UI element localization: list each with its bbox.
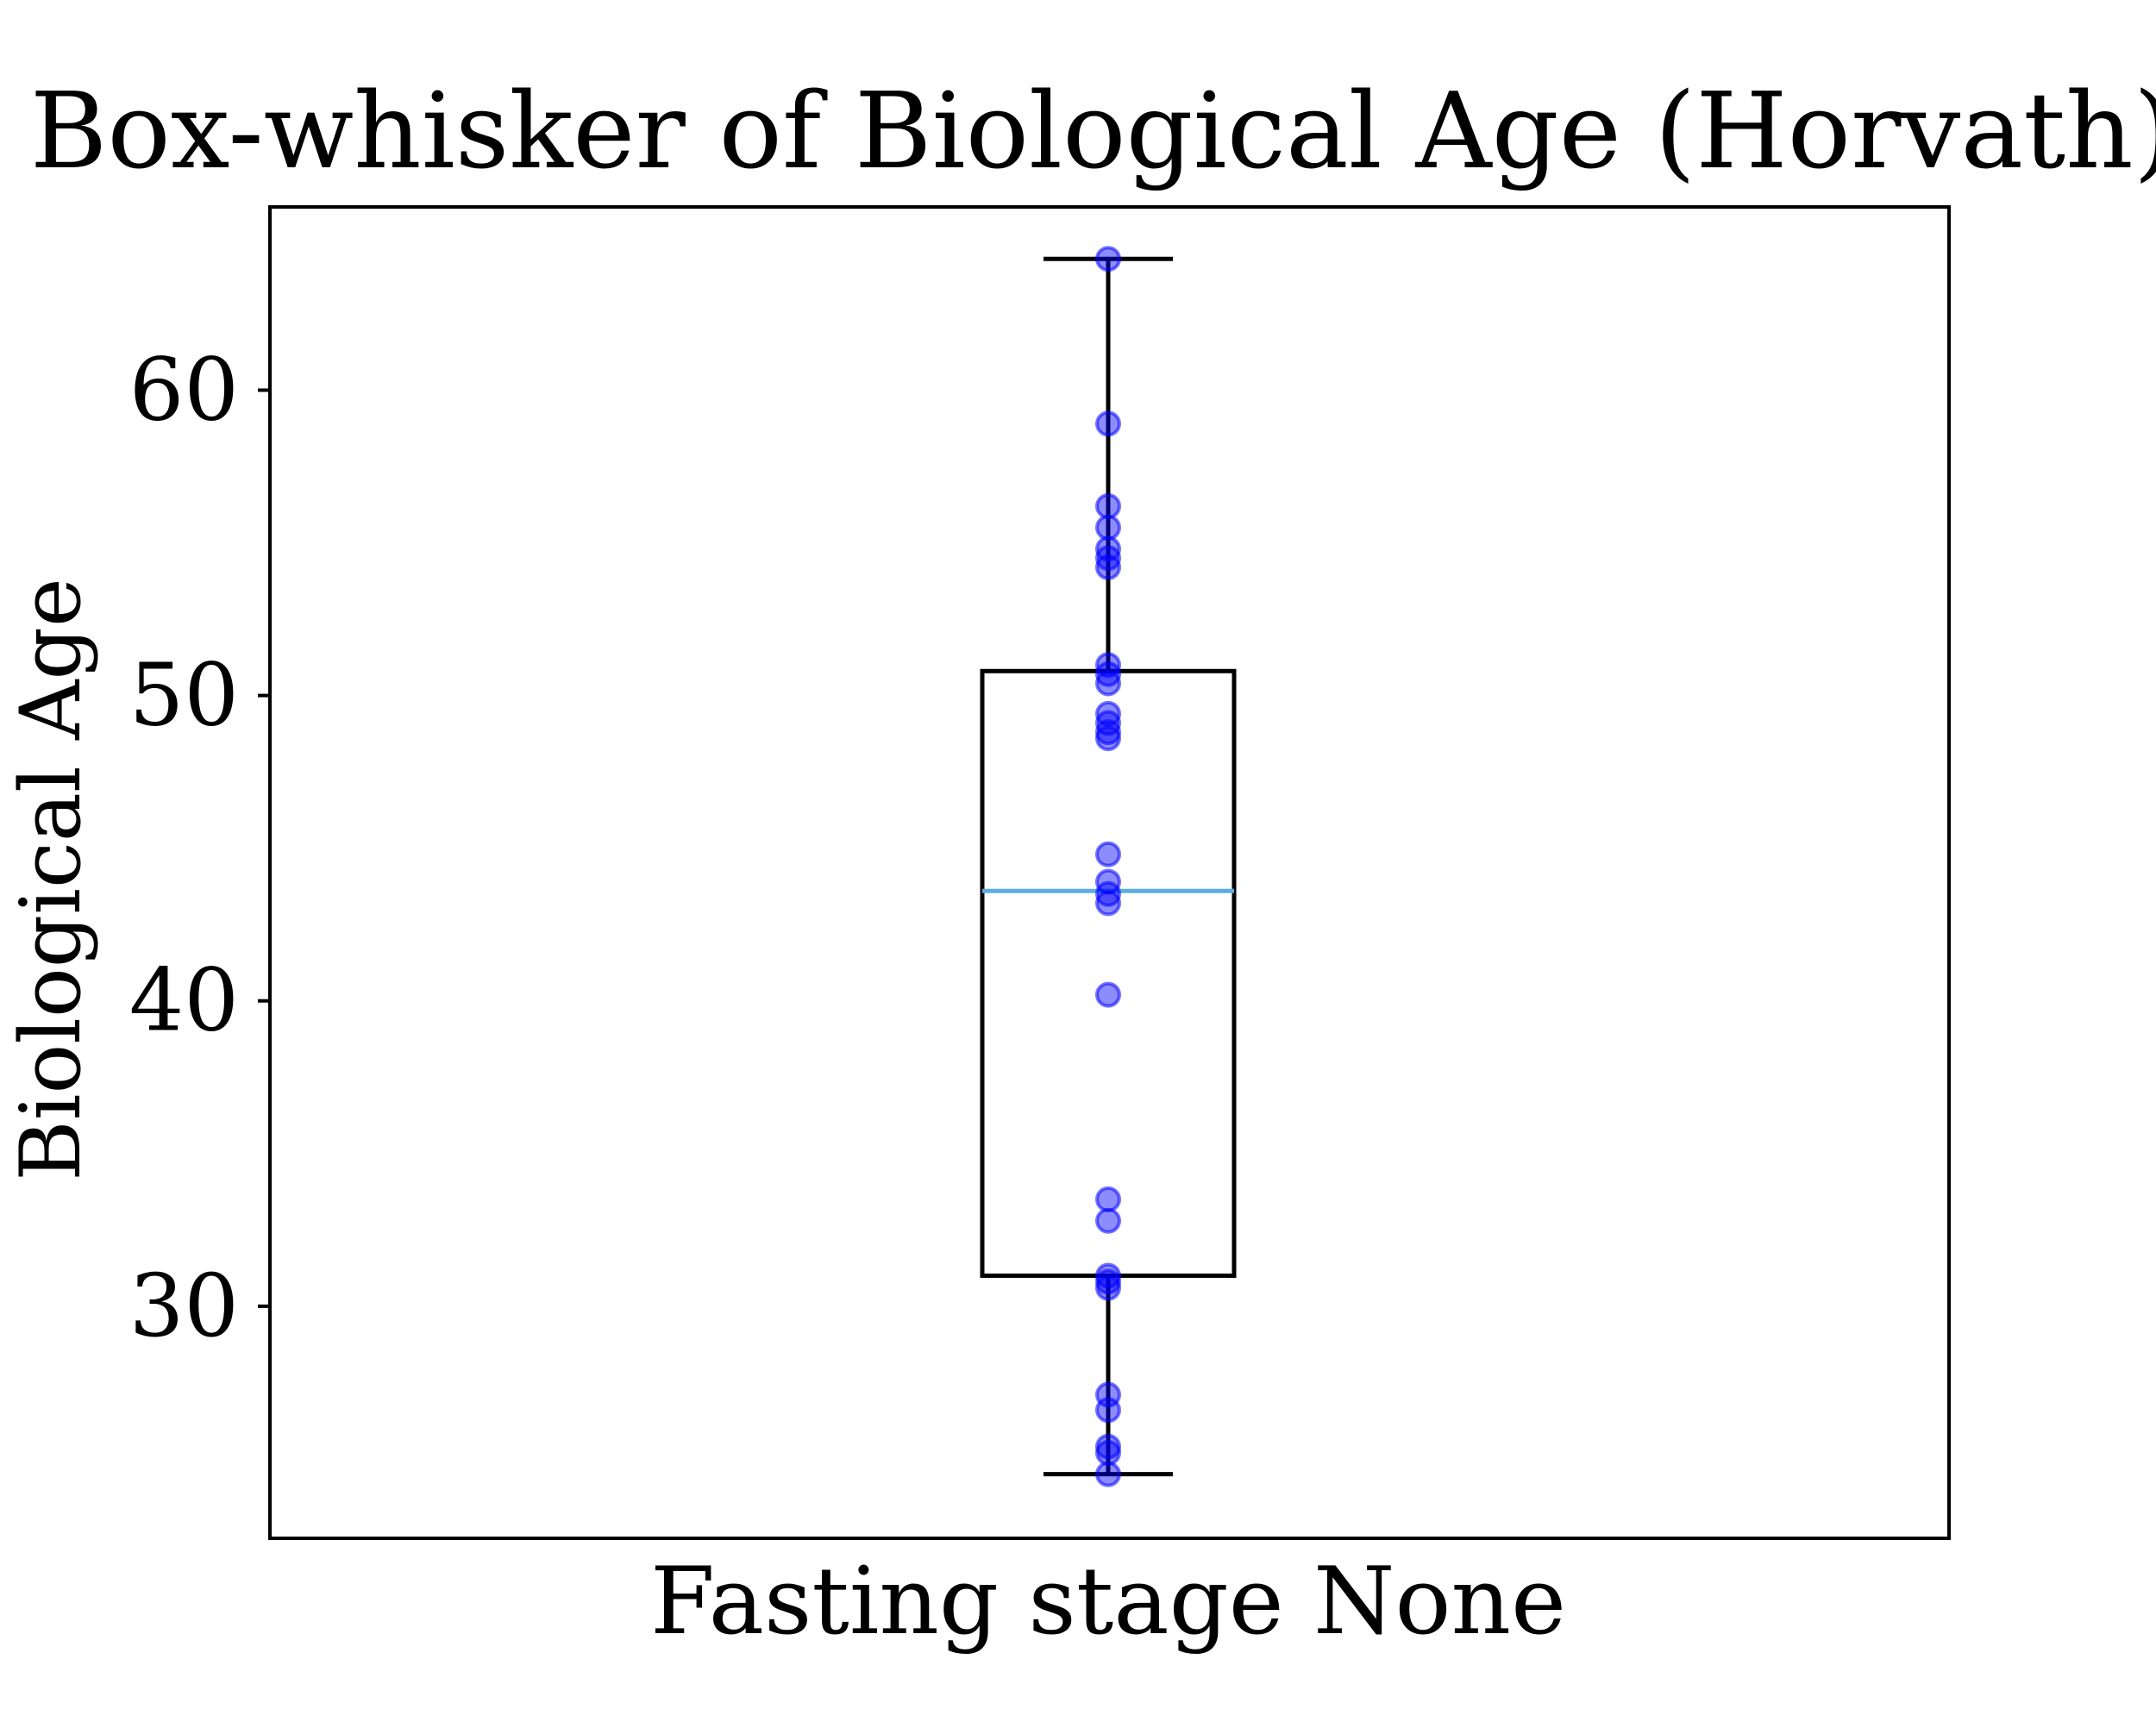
data-point: [1095, 670, 1121, 697]
data-point: [1095, 554, 1121, 580]
data-point: [1095, 841, 1121, 867]
data-point: [1095, 410, 1121, 437]
data-point: [1095, 1207, 1121, 1234]
data-point: [1095, 1397, 1121, 1424]
data-point: [1095, 700, 1121, 727]
data-point: [1095, 880, 1121, 907]
data-point: [1095, 725, 1121, 752]
data-point: [1095, 981, 1121, 1008]
chart-title: Box-whisker of Biological Age (Horvath): [30, 70, 2156, 192]
y-tick-label: 60: [129, 339, 239, 440]
data-point: [1095, 1274, 1121, 1301]
data-points: [1095, 246, 1121, 1487]
y-tick-label: 50: [129, 645, 239, 746]
data-point: [1095, 1186, 1121, 1212]
data-point: [1095, 890, 1121, 917]
plot-frame: [268, 205, 1951, 1540]
x-category-label: Fasting stage None: [650, 1548, 1566, 1656]
data-point: [1095, 1461, 1121, 1487]
interquartile-box: [980, 668, 1237, 1278]
data-point: [1095, 493, 1121, 520]
data-point: [1095, 1439, 1121, 1466]
y-axis-label: Biological Age: [3, 578, 99, 1181]
y-tick-label: 40: [129, 950, 239, 1051]
data-point: [1095, 545, 1121, 572]
data-point: [1095, 652, 1121, 679]
y-axis: 30 40 50 60: [129, 339, 270, 1356]
data-point: [1095, 246, 1121, 272]
y-tick-label: 30: [129, 1255, 239, 1356]
data-point: [1095, 661, 1121, 687]
data-point: [1095, 535, 1121, 562]
data-point: [1095, 514, 1121, 541]
